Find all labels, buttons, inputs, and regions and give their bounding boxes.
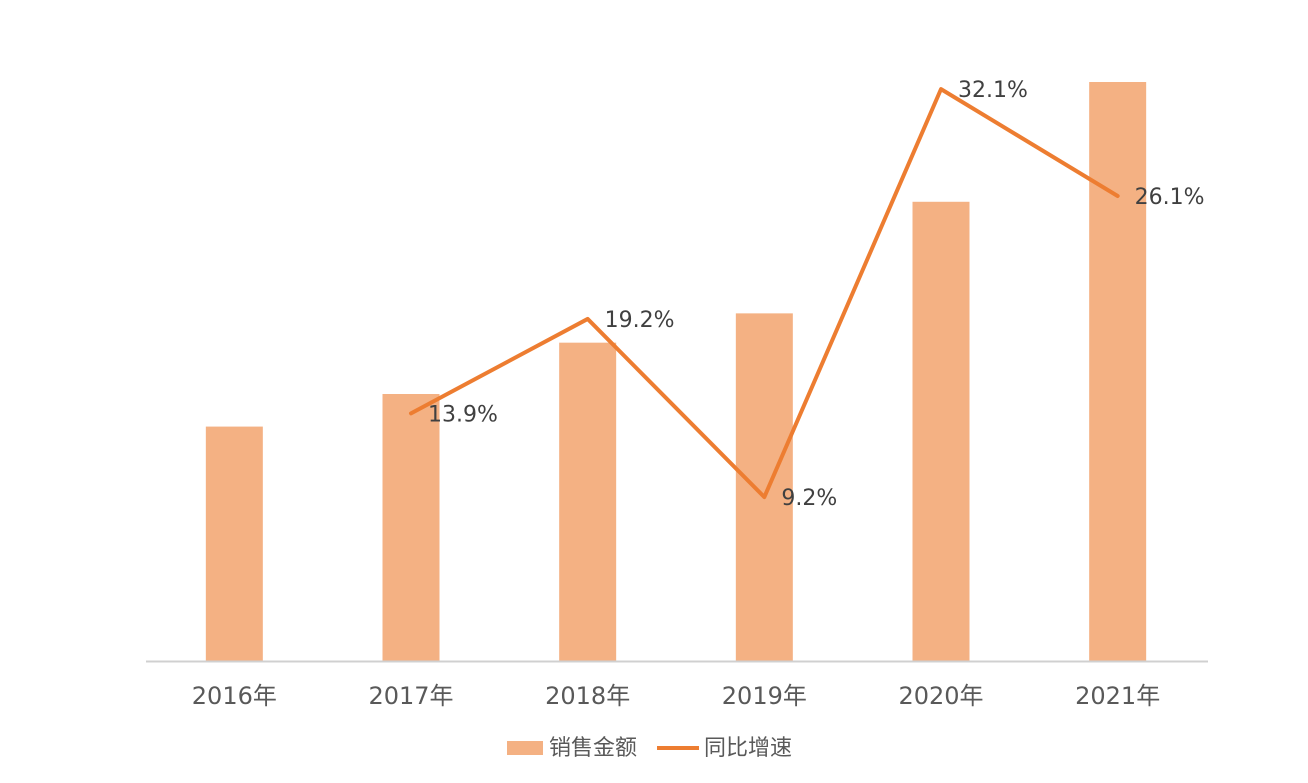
x-tick-label: 2017年 <box>368 682 453 710</box>
bar <box>735 313 793 661</box>
plot-area: 13.9% 19.2% 9.2% 32.1% 26.1% <box>205 78 1205 661</box>
legend-label: 同比增速 <box>704 736 792 761</box>
x-tick-label: 2019年 <box>722 682 807 710</box>
data-label: 32.1% <box>958 78 1028 103</box>
x-tick-label: 2020年 <box>898 682 983 710</box>
x-tick-label: 2018年 <box>545 682 630 710</box>
x-tick-label: 2016年 <box>192 682 277 710</box>
data-label: 26.1% <box>1135 185 1205 210</box>
data-label: 13.9% <box>428 402 498 427</box>
bar <box>382 394 440 661</box>
data-label: 19.2% <box>605 308 675 333</box>
bar <box>1089 82 1147 661</box>
x-tick-label: 2021年 <box>1075 682 1160 710</box>
legend-label: 销售金额 <box>549 736 637 761</box>
bar <box>205 426 263 661</box>
legend-swatch <box>507 741 543 755</box>
bar <box>559 342 617 661</box>
bar <box>912 201 970 661</box>
line <box>409 87 1120 500</box>
data-label: 9.2% <box>781 486 837 511</box>
